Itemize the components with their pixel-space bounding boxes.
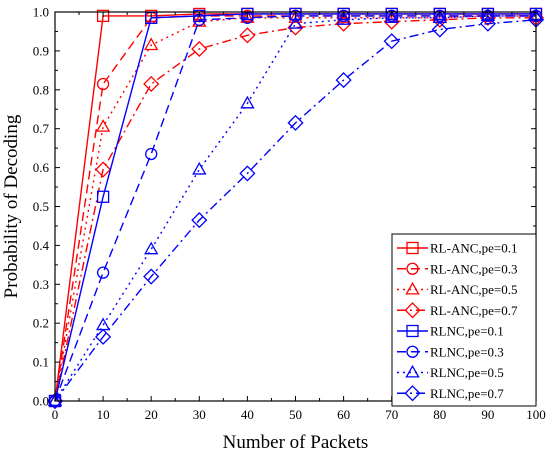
legend-entry: RL-ANC,pe=0.7 xyxy=(397,302,518,319)
x-tick-label: 90 xyxy=(481,407,494,422)
data-point xyxy=(239,27,256,44)
y-axis-title: Probability of Decoding xyxy=(1,114,22,298)
data-point xyxy=(96,9,110,23)
series-line xyxy=(54,19,537,402)
data-point xyxy=(143,75,160,93)
legend-entry: RLNC,pe=0.1 xyxy=(397,324,504,339)
x-tick-label: 40 xyxy=(241,407,254,422)
data-point xyxy=(337,9,350,23)
x-tick-label: 100 xyxy=(526,407,546,422)
data-point xyxy=(95,119,111,132)
legend-marker xyxy=(405,364,420,378)
legend-marker xyxy=(406,345,419,358)
x-axis-title: Number of Packets xyxy=(223,432,369,453)
legend-entry: RLNC,pe=0.5 xyxy=(397,364,504,380)
data-point xyxy=(336,10,351,23)
legend-marker xyxy=(406,324,419,338)
y-tick-label: 0.7 xyxy=(33,121,50,136)
y-tick-label: 1.0 xyxy=(33,5,49,20)
data-point xyxy=(96,190,110,203)
y-tick-label: 0.2 xyxy=(33,316,49,331)
data-point xyxy=(192,161,207,175)
legend-entry: RL-ANC,pe=0.5 xyxy=(397,281,518,297)
data-point xyxy=(240,95,255,109)
data-point xyxy=(46,392,64,410)
series-line xyxy=(54,15,536,402)
legend-entry: RLNC,pe=0.3 xyxy=(397,344,504,359)
legend-label: RL-ANC,pe=0.5 xyxy=(430,282,518,297)
legend-entry: RLNC,pe=0.7 xyxy=(397,385,504,402)
legend-label: RLNC,pe=0.3 xyxy=(430,344,504,359)
y-tick-label: 0.5 xyxy=(33,199,49,214)
legend-label: RLNC,pe=0.5 xyxy=(430,365,504,380)
legend: RL-ANC,pe=0.1 RL-ANC,pe=0.3 RL-ANC,pe=0.5 R… xyxy=(391,233,537,407)
series-line xyxy=(54,17,536,402)
legend-label: RLNC,pe=0.1 xyxy=(430,324,504,339)
data-point xyxy=(47,393,63,407)
legend-marker xyxy=(406,262,419,275)
y-tick-label: 0.3 xyxy=(33,277,49,292)
data-point xyxy=(480,8,496,21)
legend-label: RL-ANC,pe=0.7 xyxy=(430,303,518,318)
data-point xyxy=(144,241,159,255)
legend-marker xyxy=(405,281,420,295)
data-point xyxy=(96,266,110,279)
data-point xyxy=(241,7,254,21)
x-tick-label: 70 xyxy=(385,407,398,422)
data-point xyxy=(145,147,158,161)
data-point xyxy=(479,15,496,32)
axes-layer: 0 10 20 30 40 50 60 70 80 90 100 0.0 0.1 0.2 0.3 0.4 0.5… xyxy=(33,5,546,423)
data-point xyxy=(383,33,400,50)
legend-entry: RL-ANC,pe=0.3 xyxy=(397,261,518,276)
x-tick-label: 60 xyxy=(337,407,350,422)
data-point xyxy=(288,10,303,23)
y-tick-label: 0.0 xyxy=(33,394,49,409)
y-tick-label: 0.1 xyxy=(33,355,49,370)
x-tick-label: 50 xyxy=(289,407,302,422)
data-point xyxy=(431,21,448,38)
data-point xyxy=(191,40,208,58)
data-point xyxy=(143,268,160,285)
legend-marker xyxy=(406,241,419,255)
legend-label: RL-ANC,pe=0.1 xyxy=(430,241,518,256)
x-tick-label: 0 xyxy=(52,407,59,422)
legend-marker xyxy=(404,302,421,319)
y-tick-label: 0.6 xyxy=(33,160,50,175)
legend-label: RL-ANC,pe=0.3 xyxy=(430,261,518,276)
data-point xyxy=(288,16,303,29)
x-tick-label: 20 xyxy=(145,407,158,422)
data-point xyxy=(144,37,159,51)
legend-entry: RL-ANC,pe=0.1 xyxy=(397,241,518,256)
data-point xyxy=(191,212,208,229)
data-point xyxy=(95,328,112,345)
x-tick-label: 10 xyxy=(97,407,110,422)
x-tick-label: 80 xyxy=(433,407,446,422)
data-point xyxy=(289,9,302,23)
legend-box xyxy=(391,233,537,407)
data-point xyxy=(239,165,256,182)
data-point xyxy=(335,72,352,89)
x-tick-label: 30 xyxy=(193,407,206,422)
data-point xyxy=(96,77,110,91)
data-point xyxy=(287,114,304,131)
data-point xyxy=(384,10,399,23)
y-tick-label: 0.9 xyxy=(33,43,49,58)
data-point xyxy=(95,161,112,178)
data-point xyxy=(240,10,255,23)
legend-marker xyxy=(404,385,421,402)
y-tick-label: 0.4 xyxy=(33,238,50,253)
data-point xyxy=(336,12,351,25)
legend-label: RLNC,pe=0.7 xyxy=(430,386,504,401)
y-tick-label: 0.8 xyxy=(33,82,49,97)
series-8 xyxy=(46,11,545,410)
